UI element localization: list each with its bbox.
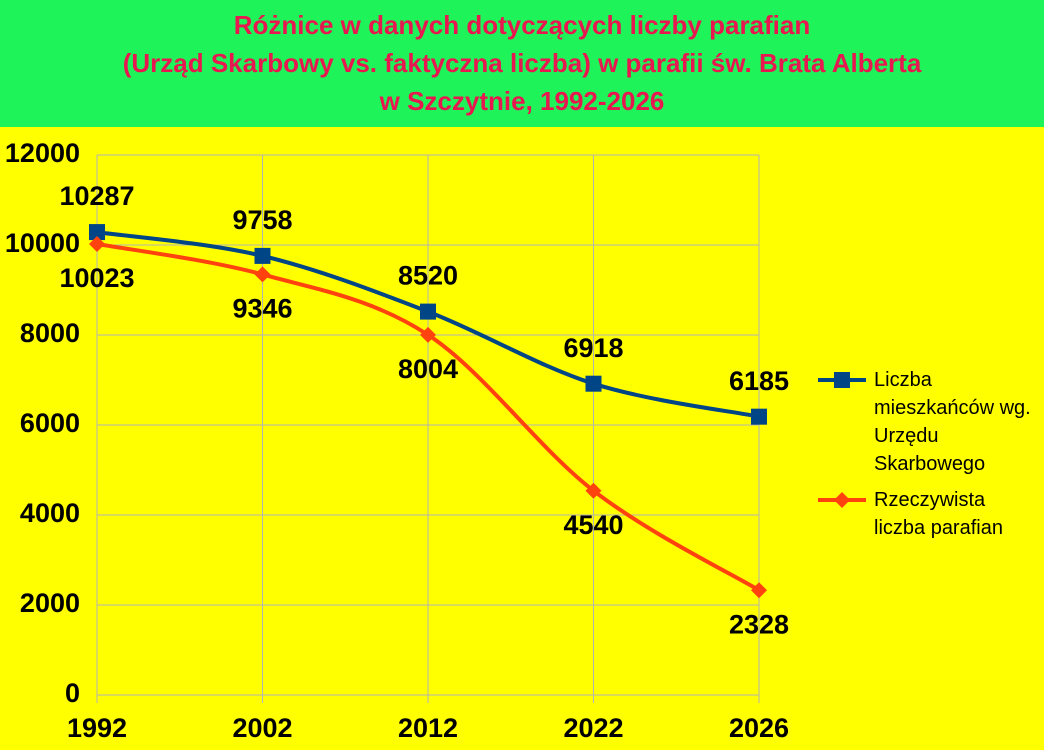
marker	[420, 326, 436, 343]
x-tick-label: 2026	[729, 713, 789, 743]
data-label: 6185	[729, 366, 789, 396]
x-tick-label: 2002	[232, 713, 292, 743]
legend-label: Rzeczywista liczba parafian	[874, 489, 1003, 539]
series-line	[96, 241, 761, 592]
y-tick-label: 6000	[20, 408, 80, 438]
y-tick-label: 2000	[20, 588, 80, 618]
data-label: 8004	[398, 354, 458, 384]
marker	[751, 582, 767, 599]
legend-marker	[834, 372, 850, 388]
marker	[585, 375, 602, 392]
data-label: 10023	[59, 263, 134, 293]
data-label: 8520	[398, 261, 458, 291]
marker	[254, 247, 271, 264]
y-tick-label: 4000	[20, 498, 80, 528]
marker	[89, 235, 105, 252]
data-label: 9758	[232, 205, 292, 235]
title-banner	[0, 0, 1044, 127]
marker	[585, 482, 602, 499]
data-label: 4540	[563, 510, 623, 540]
x-tick-label: 2022	[563, 713, 623, 743]
data-label: 9346	[232, 294, 292, 324]
y-tick-label: 0	[65, 678, 80, 708]
data-label: 10287	[59, 181, 134, 211]
marker	[89, 224, 105, 241]
x-tick-label: 1992	[67, 713, 127, 743]
y-tick-label: 8000	[20, 318, 80, 348]
y-tick-label: 10000	[5, 228, 80, 258]
marker	[751, 408, 767, 425]
legend-marker	[834, 492, 850, 508]
data-label: 2328	[729, 609, 789, 639]
marker	[254, 266, 271, 283]
marker	[420, 303, 436, 320]
data-label: 6918	[563, 333, 623, 363]
chart-title: Różnice w danych dotyczących liczby para…	[122, 10, 922, 116]
y-tick-label: 12000	[5, 138, 80, 168]
x-tick-label: 2012	[398, 713, 458, 743]
legend-label: Liczba mieszkańców wg. Urzędu Skarbowego	[874, 369, 1031, 475]
